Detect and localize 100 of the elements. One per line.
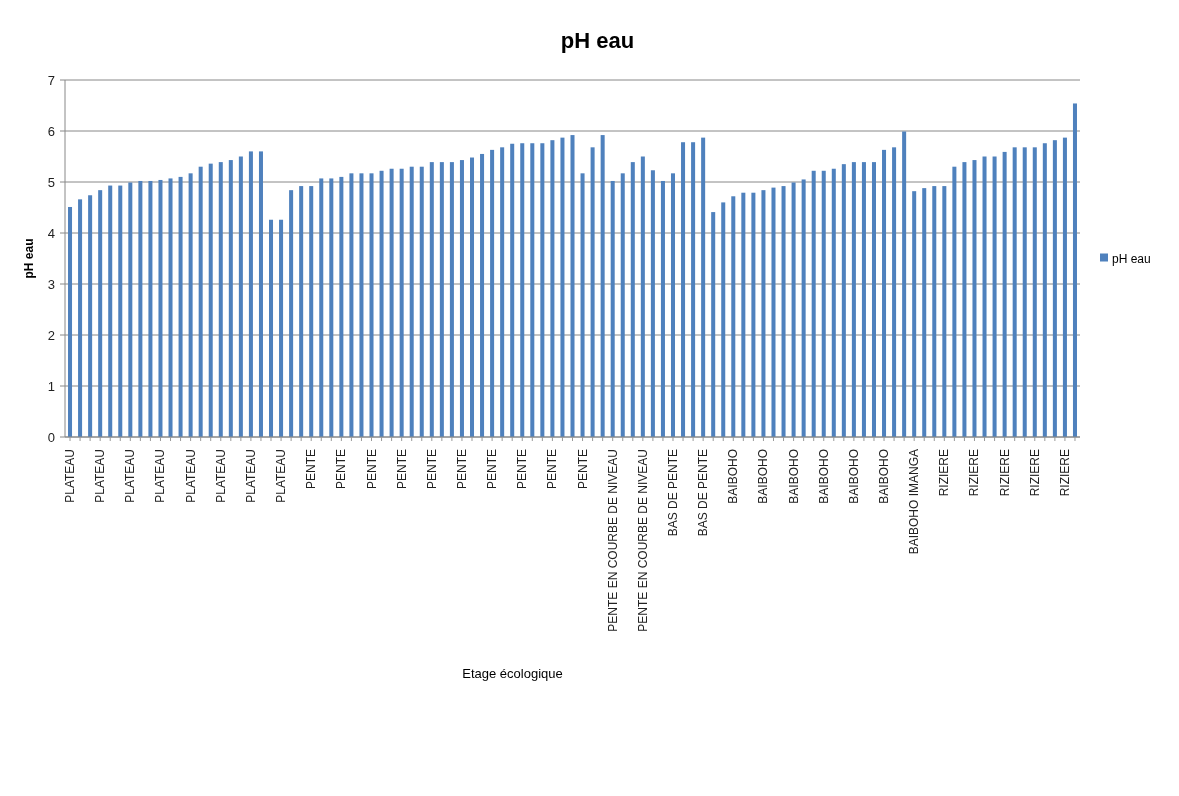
bar (851, 162, 856, 437)
bar (942, 186, 947, 437)
x-tick-label: BAIBOHO (816, 449, 831, 504)
bar (500, 147, 505, 437)
bar (158, 179, 163, 437)
bar (590, 147, 595, 437)
bar (781, 186, 786, 437)
bar (389, 168, 394, 437)
bar (279, 219, 284, 437)
x-tick-label: PLATEAU (213, 449, 228, 503)
chart-title: pH eau (560, 28, 635, 53)
bar (68, 206, 73, 437)
bar (369, 173, 374, 437)
bar (831, 168, 836, 437)
bar (218, 162, 223, 437)
bar (188, 173, 193, 437)
x-tick-label: RIZIERE (967, 449, 982, 497)
bar (1022, 147, 1027, 437)
bar (319, 178, 324, 437)
y-tick-label: 5 (47, 174, 55, 190)
bar (1052, 140, 1057, 437)
x-tick-label: PENTE (394, 449, 409, 490)
x-tick-label: PLATEAU (153, 449, 168, 503)
x-tick-label: BAIBOHO (846, 449, 861, 504)
bar (439, 162, 444, 437)
bar (721, 202, 726, 437)
x-tick-label: BAS DE PENTE (696, 449, 711, 537)
x-tick-label: BAIBOHO (877, 449, 892, 504)
x-tick-label: BAS DE PENTE (666, 449, 680, 537)
bar (228, 160, 233, 437)
x-axis-title: Etage écologique (462, 666, 563, 681)
bar (711, 212, 716, 437)
bar (168, 178, 173, 437)
bar (409, 166, 414, 437)
bar (922, 188, 927, 437)
bar (640, 156, 645, 437)
y-tick-label: 4 (47, 225, 55, 241)
bar (982, 156, 987, 437)
bar (98, 190, 103, 437)
bar (359, 173, 364, 437)
bar (681, 142, 686, 437)
bar (470, 157, 475, 437)
x-tick-label: PENTE (545, 449, 560, 490)
bar (751, 192, 756, 437)
bar (932, 186, 937, 437)
x-tick-label: PENTE (304, 449, 319, 490)
x-tick-label: PENTE (575, 449, 590, 490)
bar (630, 162, 635, 437)
bar (600, 135, 605, 437)
bar (238, 156, 243, 437)
x-tick-label: PENTE EN COURBE DE NIVEAU (605, 449, 620, 632)
bar (449, 162, 454, 437)
x-tick-label: RIZIERE (997, 449, 1012, 497)
x-tick-label: PENTE EN COURBE DE NIVEAU (635, 449, 650, 632)
bar (811, 170, 816, 437)
x-tick-label: PENTE (334, 449, 349, 490)
bar (520, 143, 525, 437)
x-tick-label: PLATEAU (93, 449, 108, 503)
bar (620, 173, 625, 437)
bar (1042, 143, 1047, 437)
y-tick-label: 1 (47, 378, 55, 394)
x-tick-label: PENTE (454, 449, 469, 490)
bar (972, 160, 977, 437)
x-tick-label: PENTE (364, 449, 379, 490)
x-tick-label: PENTE (485, 449, 500, 490)
bar (912, 191, 917, 437)
bar (871, 162, 876, 437)
bar (992, 156, 997, 437)
bar (1062, 137, 1067, 437)
bar (1012, 147, 1017, 437)
bar (731, 196, 736, 437)
legend-label: pH eau (1112, 251, 1151, 266)
x-tick-label: RIZIERE (1027, 449, 1042, 497)
bar (892, 147, 897, 437)
bar (801, 179, 806, 437)
x-tick-label: PLATEAU (123, 449, 138, 503)
bar (128, 182, 133, 437)
x-tick-label: BAIBOHO (786, 449, 801, 504)
bar (108, 185, 113, 437)
bar (379, 170, 384, 437)
bar (138, 180, 143, 437)
bar (741, 192, 746, 437)
bar (309, 186, 314, 437)
bar (88, 195, 93, 437)
bar (580, 173, 585, 437)
x-tick-label: RIZIERE (1057, 449, 1072, 497)
bar (178, 176, 183, 437)
x-tick-label: PLATEAU (183, 449, 198, 503)
bar (419, 166, 424, 437)
y-tick-label: 2 (47, 327, 55, 343)
bar (510, 143, 515, 437)
x-tick-label: BAIBOHO (756, 449, 771, 504)
bar (399, 168, 404, 437)
bar (248, 151, 253, 437)
bar (660, 180, 665, 437)
y-tick-label: 0 (47, 429, 55, 445)
bar (429, 162, 434, 437)
bar (771, 187, 776, 437)
y-tick-label: 6 (47, 123, 55, 139)
bar (550, 140, 555, 437)
